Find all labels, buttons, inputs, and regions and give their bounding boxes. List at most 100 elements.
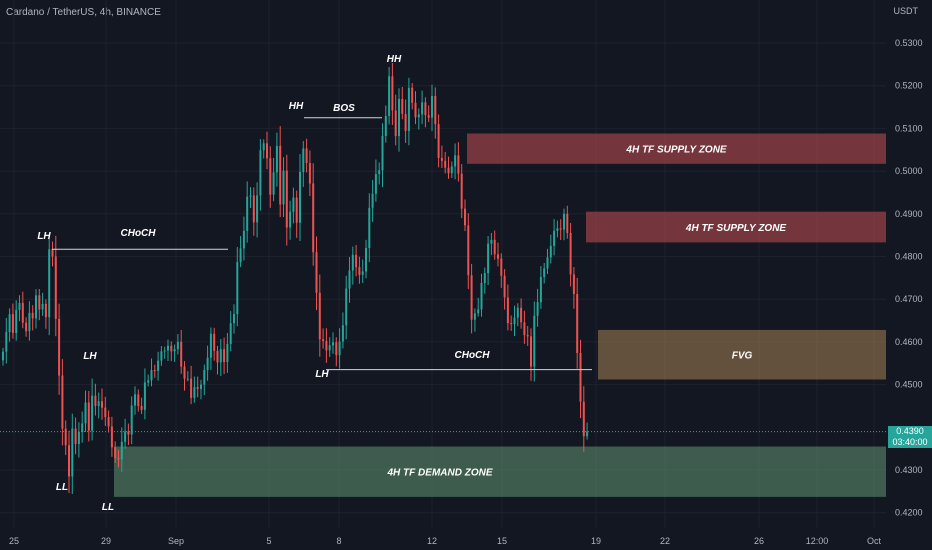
candle-body	[91, 395, 94, 431]
candle	[292, 187, 295, 224]
annotation-label: HH	[289, 101, 304, 112]
price-axis-currency: USDT	[893, 6, 919, 16]
y-tick-label: 0.4900	[895, 209, 923, 219]
candle-body	[487, 243, 490, 274]
candle	[262, 139, 265, 159]
structure-lines	[0, 117, 886, 433]
candle-body	[180, 341, 183, 367]
candle-body	[536, 302, 539, 316]
candle	[437, 114, 440, 168]
candle-body	[183, 366, 186, 379]
candle-body	[292, 197, 295, 212]
y-tick-label: 0.5200	[895, 81, 923, 91]
candle	[81, 411, 84, 443]
candle	[5, 317, 8, 364]
y-tick-label: 0.4500	[895, 380, 923, 390]
candle-body	[259, 150, 262, 196]
candle-body	[68, 445, 70, 477]
candle	[252, 187, 255, 236]
candle	[209, 327, 212, 370]
candle	[460, 164, 463, 219]
candle	[269, 146, 272, 208]
annotation-label: LL	[56, 482, 68, 493]
candle	[160, 345, 163, 366]
candle-body	[266, 143, 268, 159]
candle-body	[25, 322, 28, 332]
candle	[483, 267, 486, 294]
candle	[279, 126, 282, 218]
candle-body	[11, 314, 14, 333]
candle-body	[200, 384, 202, 389]
candle-body	[566, 213, 569, 234]
y-tick-label: 0.5300	[895, 38, 923, 48]
annotation-label: LH	[83, 351, 97, 362]
candle	[338, 328, 341, 369]
candle-body	[64, 428, 67, 446]
candle-body	[563, 213, 565, 230]
candle-body	[470, 275, 473, 320]
candle-body	[579, 353, 582, 402]
candle	[368, 193, 371, 263]
candle	[2, 347, 4, 366]
candle	[586, 422, 589, 440]
candle-body	[2, 351, 4, 361]
candle-body	[242, 230, 245, 249]
candle-body	[371, 193, 374, 208]
candle	[170, 341, 173, 362]
candle-body	[417, 114, 420, 118]
candle-body	[569, 233, 572, 275]
candle	[134, 386, 136, 415]
candle	[497, 242, 499, 267]
candle	[510, 315, 513, 331]
candle-body	[365, 247, 367, 272]
candle	[206, 345, 209, 381]
candle	[464, 199, 466, 232]
candle-body	[315, 252, 318, 293]
candle-body	[252, 195, 255, 223]
candle-body	[216, 350, 219, 363]
candle	[11, 303, 14, 339]
candle-body	[41, 303, 44, 310]
candle	[404, 99, 407, 143]
candle-body	[236, 262, 239, 315]
candle	[74, 417, 77, 455]
candle	[249, 187, 252, 209]
price-axis: 0.5300 0.5200 0.5100 0.5000 0.4900 0.4800 0.47…	[895, 38, 923, 518]
annotation-label: CHoCH	[455, 350, 491, 361]
candle	[348, 256, 351, 303]
candle-body	[21, 303, 24, 323]
candle	[487, 236, 490, 286]
candle	[120, 427, 123, 472]
candle-body	[173, 349, 176, 352]
x-tick-label: 8	[336, 536, 341, 546]
candle-body	[411, 87, 414, 103]
candle	[216, 345, 219, 375]
candle	[239, 236, 242, 268]
candle	[414, 91, 417, 125]
candle-body	[167, 345, 169, 351]
candle-body	[506, 297, 509, 324]
candle	[424, 97, 427, 128]
candle-body	[285, 170, 288, 228]
candle	[229, 311, 232, 352]
candle-body	[378, 170, 381, 175]
candle-layer	[2, 62, 589, 495]
candle-body	[302, 148, 305, 172]
candle-body	[483, 273, 486, 283]
candle	[28, 301, 31, 341]
candle	[101, 388, 103, 420]
candle-body	[282, 170, 285, 205]
candle	[543, 262, 546, 284]
candle-body	[457, 155, 460, 174]
candle	[25, 317, 28, 337]
candle	[140, 397, 143, 415]
candle	[147, 374, 150, 387]
y-tick-label: 0.4800	[895, 252, 923, 262]
y-tick-label: 0.4300	[895, 465, 923, 475]
candle-body	[308, 162, 311, 184]
candle-body	[295, 197, 298, 223]
candle	[447, 156, 450, 179]
candle	[431, 84, 433, 132]
zone-box	[586, 211, 886, 243]
